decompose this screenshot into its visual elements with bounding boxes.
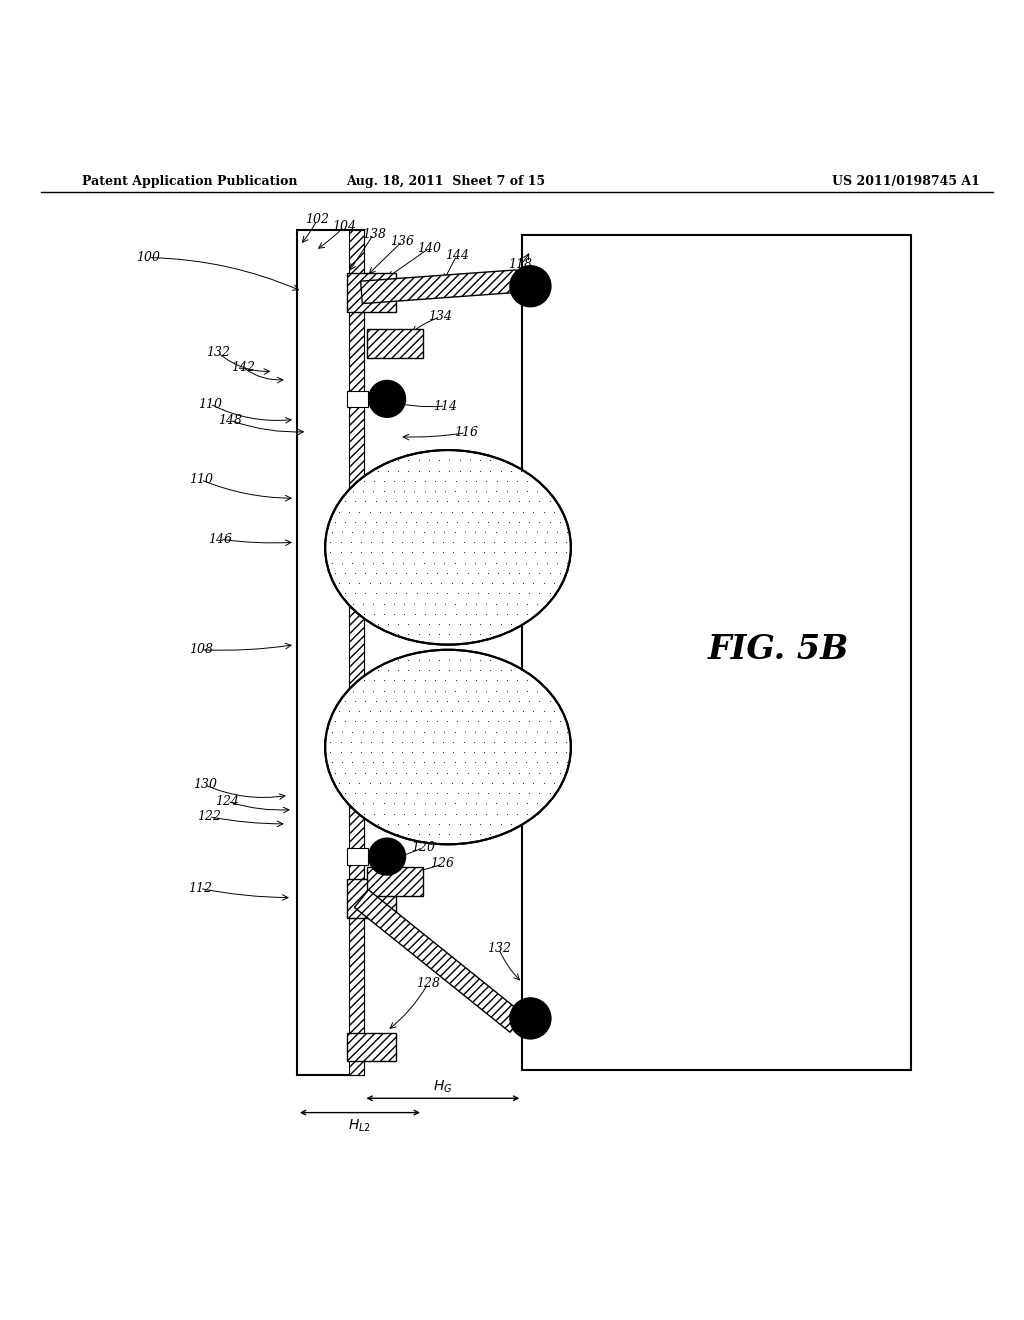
Text: 144: 144 — [444, 249, 469, 261]
Text: 140: 140 — [417, 242, 441, 255]
Text: 124: 124 — [215, 795, 240, 808]
Text: FIG. 5B: FIG. 5B — [708, 634, 849, 667]
Text: 116: 116 — [454, 426, 478, 440]
Circle shape — [369, 380, 406, 417]
Bar — [297, 230, 364, 1074]
Text: US 2011/0198745 A1: US 2011/0198745 A1 — [833, 176, 980, 189]
Ellipse shape — [326, 450, 571, 644]
Text: 134: 134 — [428, 310, 453, 323]
Bar — [367, 867, 423, 895]
Text: 100: 100 — [136, 251, 161, 264]
Text: 114: 114 — [433, 400, 458, 413]
Circle shape — [369, 838, 406, 875]
Bar — [347, 391, 368, 407]
Text: 130: 130 — [193, 779, 217, 792]
Text: 110: 110 — [188, 474, 213, 486]
Text: 128: 128 — [416, 977, 440, 990]
Text: 118: 118 — [508, 259, 532, 271]
Text: 132: 132 — [206, 346, 230, 359]
Bar — [347, 1032, 396, 1061]
Text: 110: 110 — [198, 397, 222, 411]
Text: Patent Application Publication: Patent Application Publication — [82, 176, 297, 189]
Bar — [347, 273, 396, 312]
Text: 138: 138 — [361, 227, 386, 240]
Text: 136: 136 — [390, 235, 415, 248]
Text: 146: 146 — [208, 533, 232, 545]
Text: 102: 102 — [305, 213, 330, 226]
Polygon shape — [360, 269, 518, 304]
Bar — [349, 230, 364, 1074]
Bar — [347, 849, 368, 865]
Text: 126: 126 — [430, 857, 455, 870]
Text: 148: 148 — [218, 414, 243, 426]
Circle shape — [510, 998, 551, 1039]
Circle shape — [510, 265, 551, 306]
Text: 132: 132 — [486, 942, 511, 956]
Text: 112: 112 — [187, 882, 212, 895]
Text: Aug. 18, 2011  Sheet 7 of 15: Aug. 18, 2011 Sheet 7 of 15 — [346, 176, 545, 189]
Text: 120: 120 — [411, 841, 435, 854]
Bar — [522, 235, 911, 1069]
Text: $H_{L2}$: $H_{L2}$ — [348, 1118, 372, 1134]
Ellipse shape — [326, 649, 571, 845]
Text: 122: 122 — [197, 810, 221, 824]
Bar — [367, 329, 423, 358]
Text: $H_G$: $H_G$ — [433, 1078, 453, 1096]
Bar — [347, 879, 396, 917]
Text: 108: 108 — [188, 643, 213, 656]
Text: 142: 142 — [230, 360, 255, 374]
Text: 104: 104 — [332, 220, 356, 234]
Polygon shape — [354, 890, 524, 1032]
